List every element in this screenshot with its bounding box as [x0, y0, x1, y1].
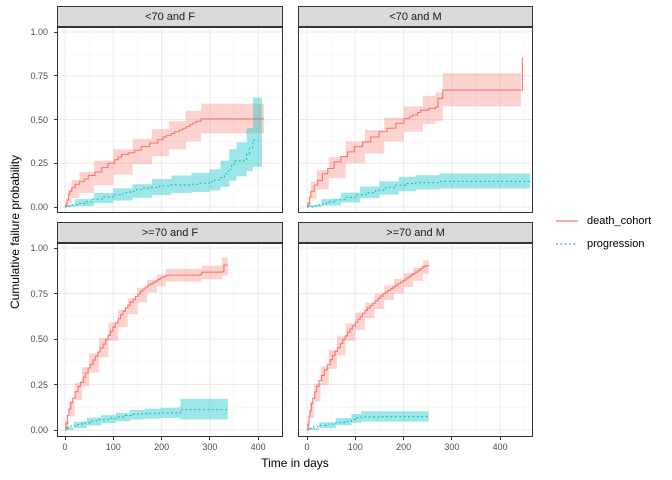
legend-label: death_cohort	[587, 214, 652, 227]
legend-key-line-solid	[556, 219, 578, 222]
facet-strip-lt70-f: <70 and F	[57, 6, 283, 27]
y-tick-label: 1.00	[30, 243, 48, 253]
x-tick-mark	[306, 437, 308, 440]
curve-death_cohort	[307, 57, 523, 208]
curve-death_cohort	[307, 265, 430, 431]
y-tick-mark	[53, 162, 57, 164]
curve-progression	[307, 180, 531, 208]
y-tick-mark	[53, 293, 57, 294]
legend: death_cohort progression	[556, 209, 651, 255]
plot-panel-lt70-f	[57, 27, 283, 213]
y-tick-label: 0.25	[30, 158, 48, 169]
legend-entry-death-cohort: death_cohort	[556, 209, 651, 232]
y-tick-label: 0.75	[30, 288, 48, 299]
panel-border	[57, 243, 283, 437]
confidence-band-progression	[307, 411, 429, 430]
facet-strip-label: >=70 and F	[141, 226, 199, 239]
panel-canvas	[298, 27, 533, 213]
x-tick-mark	[499, 437, 501, 440]
x-tick-mark	[354, 437, 356, 440]
curve-death_cohort	[65, 264, 228, 431]
x-tick-mark	[161, 437, 163, 440]
x-tick-mark	[451, 437, 453, 440]
x-tick-label: 400	[250, 442, 266, 452]
confidence-band-progression	[65, 97, 263, 207]
confidence-band-progression	[307, 173, 531, 207]
facet-strip-ge70-m: >=70 and M	[298, 222, 533, 243]
x-tick-label: 400	[492, 442, 508, 452]
x-tick-mark	[209, 437, 211, 440]
plot-panel-lt70-m	[298, 27, 533, 213]
facet-strip-ge70-f: >=70 and F	[57, 222, 283, 243]
plot-panel-ge70-f	[57, 243, 283, 437]
y-tick-mark	[53, 75, 57, 77]
y-tick-mark	[53, 31, 57, 33]
facet-strip-label: >=70 and M	[386, 226, 445, 239]
panel-border	[298, 243, 533, 437]
x-tick-label: 300	[202, 442, 218, 452]
y-tick-mark	[53, 429, 57, 431]
curve-death_cohort	[65, 118, 264, 208]
x-tick-label: 200	[154, 442, 170, 452]
x-tick-label: 200	[396, 442, 412, 452]
y-tick-mark	[53, 247, 57, 249]
plot-panel-ge70-m	[298, 243, 533, 437]
facet-strip-label: <70 and M	[389, 10, 442, 23]
legend-entry-progression: progression	[556, 232, 651, 255]
curve-progression	[307, 416, 429, 431]
panel-border	[57, 27, 283, 213]
confidence-band-progression	[65, 398, 228, 430]
y-tick-label: 0.75	[30, 70, 48, 81]
x-tick-mark	[257, 437, 259, 440]
legend-label: progression	[587, 237, 645, 250]
confidence-band-death_cohort	[65, 103, 264, 207]
y-tick-label: 0.00	[30, 202, 48, 212]
x-tick-mark	[112, 437, 114, 440]
x-tick-label: 300	[444, 442, 460, 452]
confidence-band-death_cohort	[307, 73, 521, 207]
y-tick-label: 1.00	[30, 27, 48, 37]
confidence-band-death_cohort	[307, 257, 429, 430]
x-tick-mark	[64, 437, 66, 440]
y-tick-mark	[53, 338, 57, 340]
confidence-band-death_cohort	[65, 257, 228, 430]
y-tick-label: 0.50	[30, 334, 48, 344]
y-tick-label: 0.25	[30, 379, 48, 390]
x-axis-title: Time in days	[261, 456, 329, 470]
facet-strip-lt70-m: <70 and M	[298, 6, 533, 27]
x-tick-mark	[403, 437, 405, 440]
panel-border	[298, 27, 533, 213]
facet-strip-label: <70 and F	[145, 10, 195, 23]
panel-canvas	[298, 243, 533, 437]
y-tick-label: 0.50	[30, 114, 48, 125]
x-tick-label: 100	[347, 442, 363, 452]
x-tick-label: 0	[304, 442, 310, 452]
y-tick-mark	[53, 119, 57, 120]
y-tick-mark	[53, 384, 57, 385]
y-tick-label: 0.00	[30, 425, 48, 435]
panel-canvas	[57, 243, 283, 437]
curve-progression	[65, 409, 228, 431]
legend-key-line-dotted	[556, 242, 578, 245]
x-tick-label: 100	[105, 442, 121, 452]
panel-canvas	[57, 27, 283, 213]
y-axis-title: Cumulative failure probability	[8, 154, 22, 310]
y-tick-mark	[53, 206, 57, 208]
x-tick-label: 0	[62, 442, 68, 452]
